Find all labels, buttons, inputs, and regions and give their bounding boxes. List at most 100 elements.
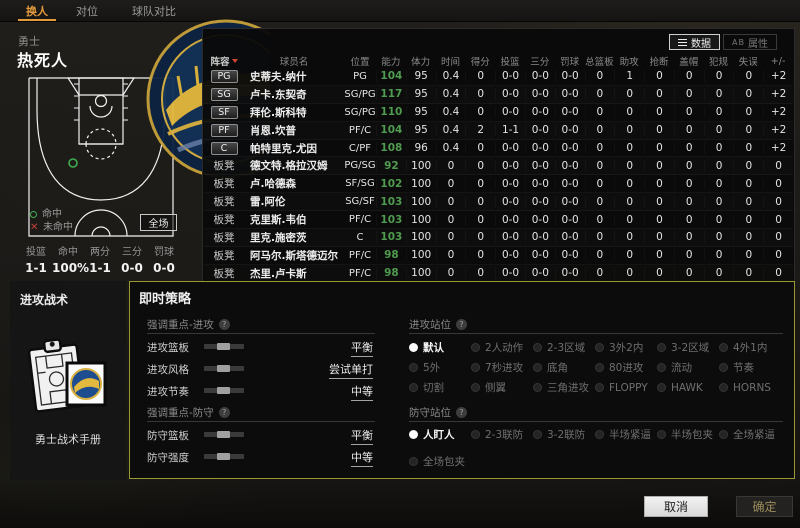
table-row[interactable]: C 帕特里克.尤因 C/PF 108 96 0.4 0 0-0 0-0 0-0 0 0 0 0 0 0 +2 bbox=[204, 140, 793, 158]
slider-handle[interactable] bbox=[217, 365, 230, 372]
slider-value[interactable]: 尝试单打 bbox=[329, 361, 373, 379]
table-row[interactable]: SF 拜伦.斯科特 SG/PG 110 95 0.4 0 0-0 0-0 0-0 0 0 0 0 0 0 +2 bbox=[204, 104, 793, 122]
column-header[interactable]: 阵容 bbox=[204, 54, 244, 68]
radio-option[interactable]: 4外1内 bbox=[719, 340, 781, 355]
strategy-slider[interactable] bbox=[204, 365, 244, 372]
player-slot: SG bbox=[204, 87, 244, 101]
slider-value[interactable]: 中等 bbox=[351, 449, 373, 467]
player-slot: 板凳 bbox=[204, 194, 244, 209]
tactics-book-icon[interactable] bbox=[24, 331, 112, 423]
slider-value[interactable]: 平衡 bbox=[351, 427, 373, 445]
strategy-slider[interactable] bbox=[204, 387, 244, 394]
stat-cell-reb: 0 bbox=[585, 70, 615, 82]
table-row[interactable]: 板凳 阿马尔.斯塔德迈尔 PF/C 98 100 0 0 0-0 0-0 0-0 0 0 0 0 0 0 0 bbox=[204, 247, 793, 265]
radio-option[interactable]: 半场包夹 bbox=[657, 427, 719, 442]
table-row[interactable]: 板凳 里克.施密茨 C 103 100 0 0 0-0 0-0 0-0 0 0 0 0 0 0 0 bbox=[204, 229, 793, 247]
radio-option[interactable]: 3-2区域 bbox=[657, 340, 719, 355]
stat-cell-ft: 0-0 bbox=[555, 231, 585, 243]
stat-cell-time: 0 bbox=[436, 267, 466, 279]
radio-option[interactable]: 侧翼 bbox=[471, 380, 533, 395]
slider-value[interactable]: 中等 bbox=[351, 383, 373, 401]
stat-cell-stamina: 100 bbox=[406, 231, 436, 243]
radio-option[interactable]: 默认 bbox=[409, 340, 471, 355]
stat-cell-ft: 0-0 bbox=[555, 106, 585, 118]
radio-option[interactable]: 3-2联防 bbox=[533, 427, 595, 442]
data-view-button[interactable]: 数据 bbox=[669, 34, 721, 50]
slider-handle[interactable] bbox=[217, 453, 230, 460]
strategy-slider[interactable] bbox=[204, 453, 244, 460]
radio-option[interactable]: 5外 bbox=[409, 360, 471, 375]
radio-option[interactable]: 切割 bbox=[409, 380, 471, 395]
stat-cell-stl: 0 bbox=[644, 124, 674, 136]
radio-label: 侧翼 bbox=[485, 382, 506, 394]
player-name: 史蒂夫.纳什 bbox=[250, 70, 307, 83]
player-name: 帕特里克.尤因 bbox=[250, 142, 317, 155]
strategy-slider[interactable] bbox=[204, 343, 244, 350]
attributes-view-button[interactable]: AB 属性 bbox=[723, 34, 777, 50]
help-icon[interactable]: ? bbox=[218, 319, 230, 330]
column-header: 能力 bbox=[381, 57, 401, 68]
stat-cell-plusminus: 0 bbox=[763, 178, 793, 190]
stat-cell-pos: PG bbox=[353, 70, 367, 82]
slot-badge: SF bbox=[210, 105, 238, 119]
radio-option[interactable]: 80进攻 bbox=[595, 360, 657, 375]
radio-option[interactable]: 底角 bbox=[533, 360, 595, 375]
stat-cell-three: 0-0 bbox=[525, 160, 555, 172]
tab-0[interactable]: 换人 bbox=[16, 0, 58, 21]
radio-option[interactable]: 2人动作 bbox=[471, 340, 533, 355]
radio-option[interactable]: 3外2内 bbox=[595, 340, 657, 355]
radio-option[interactable]: 2-3联防 bbox=[471, 427, 533, 442]
full-court-button[interactable]: 全场 bbox=[140, 214, 177, 231]
help-icon[interactable]: ? bbox=[456, 407, 467, 418]
column-header: 得分 bbox=[470, 57, 490, 68]
stat-cell-reb: 0 bbox=[585, 178, 615, 190]
radio-row: 切割 侧翼 三角进攻 FLOPPY HAWK HORNS bbox=[409, 380, 781, 395]
stat-cell-stl: 0 bbox=[644, 214, 674, 226]
radio-option[interactable]: FLOPPY bbox=[595, 380, 657, 395]
radio-option[interactable]: 全场包夹 bbox=[409, 454, 471, 469]
stat-cell-three: 0-0 bbox=[525, 178, 555, 190]
table-row[interactable]: 板凳 雷.阿伦 SG/SF 103 100 0 0 0-0 0-0 0-0 0 0 0 0 0 0 0 bbox=[204, 193, 793, 212]
table-row[interactable]: 板凳 德文特.格拉汉姆 PG/SG 92 100 0 0 0-0 0-0 0-0 0 0 0 0 0 0 0 bbox=[204, 157, 793, 176]
cancel-button[interactable]: 取消 bbox=[644, 496, 708, 517]
stat-cell-plusminus: 0 bbox=[763, 160, 793, 172]
radio-option[interactable]: 三角进攻 bbox=[533, 380, 595, 395]
stat-cell-ability: 92 bbox=[376, 160, 406, 172]
missed-shot-icon: ✕ bbox=[30, 222, 39, 233]
slot-badge: PF bbox=[210, 123, 238, 137]
radio-option[interactable]: 流动 bbox=[657, 360, 719, 375]
table-row[interactable]: SG 卢卡.东契奇 SG/PG 117 95 0.4 0 0-0 0-0 0-0 0 0 0 0 0 0 +2 bbox=[204, 86, 793, 104]
strategy-slider[interactable] bbox=[204, 431, 244, 438]
radio-option[interactable]: 全场紧逼 bbox=[719, 427, 781, 442]
radio-option[interactable]: HAWK bbox=[657, 380, 719, 395]
stat-cell-tov: 0 bbox=[733, 142, 763, 154]
radio-option[interactable]: 半场紧逼 bbox=[595, 427, 657, 442]
radio-option[interactable]: HORNS bbox=[719, 380, 781, 395]
table-row[interactable]: 板凳 杰里.卢卡斯 PF/C 98 100 0 0 0-0 0-0 0-0 0 0 0 0 0 0 0 bbox=[204, 265, 793, 283]
stat-cell-three: 0-0 bbox=[525, 70, 555, 82]
stat-cell-pos: PF/C bbox=[348, 124, 372, 136]
table-row[interactable]: PG 史蒂夫.纳什 PG 104 95 0.4 0 0-0 0-0 0-0 0 1 0 0 0 0 +2 bbox=[204, 68, 793, 86]
radio-option[interactable]: 节奏 bbox=[719, 360, 781, 375]
stat-cell-ast: 0 bbox=[614, 142, 644, 154]
table-row[interactable]: PF 肖恩.坎普 PF/C 104 95 0.4 2 1-1 0-0 0-0 0 0 0 0 0 0 +2 bbox=[204, 122, 793, 140]
table-row[interactable]: 板凳 克里斯.韦伯 PF/C 103 100 0 0 0-0 0-0 0-0 0 0 0 0 0 0 0 bbox=[204, 211, 793, 230]
radio-option[interactable]: 7秒进攻 bbox=[471, 360, 533, 375]
radio-option[interactable]: 2-3区域 bbox=[533, 340, 595, 355]
table-row[interactable]: 板凳 卢.哈德森 SF/SG 102 100 0 0 0-0 0-0 0-0 0 0 0 0 0 0 0 bbox=[204, 175, 793, 194]
radio-option[interactable]: 人盯人 bbox=[409, 427, 471, 442]
stat-cell-foul: 0 bbox=[704, 142, 734, 154]
tab-1[interactable]: 对位 bbox=[76, 4, 98, 18]
quick-stat-label: 两分 bbox=[90, 247, 110, 258]
help-icon[interactable]: ? bbox=[456, 319, 467, 330]
tab-2[interactable]: 球队对比 bbox=[132, 4, 176, 18]
slider-handle[interactable] bbox=[217, 387, 230, 394]
slider-handle[interactable] bbox=[217, 343, 230, 350]
help-icon[interactable]: ? bbox=[218, 407, 230, 418]
stat-cell-foul: 0 bbox=[704, 106, 734, 118]
confirm-button[interactable]: 确定 bbox=[736, 496, 793, 517]
stat-cell-stl: 0 bbox=[644, 267, 674, 279]
slider-value[interactable]: 平衡 bbox=[351, 339, 373, 357]
slider-handle[interactable] bbox=[217, 431, 230, 438]
stat-cell-blk: 0 bbox=[674, 106, 704, 118]
